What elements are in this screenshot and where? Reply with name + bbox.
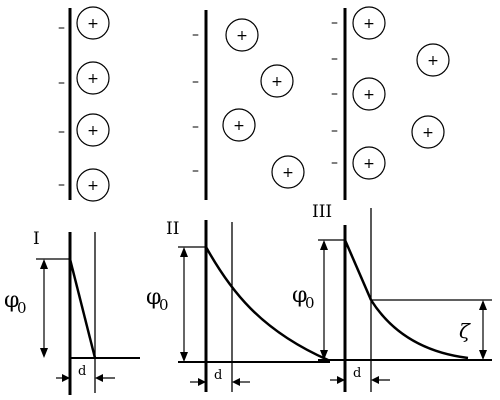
- panel-3-cation-2: [352, 77, 386, 111]
- panel-2-plus-3: +: [233, 118, 245, 134]
- panel-2-d-arrowhead-left: [198, 378, 206, 386]
- panel-2-phi-label: φ: [146, 285, 161, 310]
- panel-1-cation-1: [76, 6, 110, 40]
- panel-2-minus-2: –: [192, 74, 199, 90]
- panel-1-ion-layer: – – – – + + + +: [58, 6, 110, 202]
- panel-3-d-label: d: [353, 366, 361, 381]
- panel-1-d-label: d: [78, 364, 86, 379]
- panel-3-cation-4: [416, 43, 450, 77]
- panel-1-minus-3: –: [58, 124, 65, 140]
- panel-3-minus-3: –: [331, 86, 338, 102]
- panel-1-cation-3: [76, 113, 110, 147]
- panel-3-cation-3: [352, 146, 386, 180]
- panel-3-minus-4: –: [331, 123, 338, 139]
- panel-2-ion-layer: – – – – + + + +: [192, 10, 305, 200]
- panel-2-phi0-arrowhead-top: [180, 247, 188, 257]
- panel-1-cation-4: [76, 168, 110, 202]
- panel-3-cation-5: [411, 115, 445, 149]
- panel-2-plus-1: +: [236, 28, 248, 44]
- panel-1-minus-1: –: [58, 20, 65, 36]
- panel-1-minus-2: –: [58, 75, 65, 91]
- panel-3-phi-subscript: 0: [305, 294, 315, 312]
- panel-1-phi0-arrowhead-bottom: [40, 348, 48, 358]
- panel-1-cation-2: [76, 61, 110, 95]
- panel-2-cation-3: [222, 108, 256, 142]
- panel-3-plus-2: +: [363, 87, 375, 103]
- panel-3-zeta-label: ζ: [459, 319, 471, 343]
- panel-3-minus-2: –: [331, 51, 338, 67]
- panel-1-potential-graph: I φ 0 d: [4, 229, 140, 395]
- panel-1-phi-subscript: 0: [17, 299, 27, 317]
- panel-2-minus-4: –: [192, 163, 199, 179]
- panel-3-plus-3: +: [363, 156, 375, 172]
- panel-3-potential-curve-inner: [343, 239, 373, 301]
- panel-2-potential-graph: II φ 0 d: [146, 219, 330, 392]
- panel-3-zeta-arrowhead-bottom: [479, 350, 487, 360]
- panel-3-potential-graph: III φ 0 ζ d: [292, 202, 492, 392]
- panel-1-d-arrowhead-left: [62, 374, 70, 382]
- panel-2-cation-1: [225, 18, 259, 52]
- panel-3-zeta-arrowhead-top: [479, 300, 487, 310]
- panel-2-plus-2: +: [271, 74, 283, 90]
- panel-1-phi0-arrowhead-top: [40, 259, 48, 269]
- panel-1-plus-4: +: [87, 178, 99, 194]
- panel-3-ion-layer: – – – – – + + + + +: [331, 6, 450, 200]
- panel-3-d-arrowhead-left: [337, 376, 345, 384]
- panel-2-plus-4: +: [282, 165, 294, 181]
- panel-2-d-label: d: [214, 368, 222, 383]
- panel-1-phi-label: φ: [4, 288, 19, 313]
- panel-2-minus-1: –: [192, 27, 199, 43]
- panel-1-minus-4: –: [58, 177, 65, 193]
- panel-1-plus-1: +: [87, 16, 99, 32]
- panel-3-label: III: [312, 202, 332, 222]
- panel-3-minus-5: –: [331, 155, 338, 171]
- panel-3-phi-label: φ: [292, 283, 307, 308]
- panel-3-minus-1: –: [331, 15, 338, 31]
- panel-2-cation-2: [260, 64, 294, 98]
- panel-3-plus-4: +: [427, 53, 439, 69]
- panel-3-phi0-arrowhead-bottom: [320, 350, 328, 360]
- panel-3-plus-5: +: [422, 125, 434, 141]
- panel-2-phi-subscript: 0: [159, 296, 169, 314]
- panel-3-plus-1: +: [363, 16, 375, 32]
- panel-3-phi0-arrowhead-top: [320, 240, 328, 250]
- panel-1-plus-3: +: [87, 123, 99, 139]
- panel-2-d-arrowhead-right: [232, 378, 240, 386]
- panel-2-phi0-arrowhead-bottom: [180, 352, 188, 362]
- panel-3-potential-curve-outer: [369, 299, 469, 360]
- panel-2-label: II: [166, 219, 179, 239]
- panel-3-cation-1: [352, 6, 386, 40]
- panel-1-label: I: [33, 229, 40, 249]
- panel-1-plus-2: +: [87, 71, 99, 87]
- panel-2-cation-4: [271, 155, 305, 189]
- panel-1-d-arrowhead-right: [95, 374, 103, 382]
- panel-3-d-arrowhead-right: [371, 376, 379, 384]
- panel-2-potential-curve: [204, 246, 329, 362]
- panel-1-potential-curve: [68, 258, 97, 359]
- panel-2-minus-3: –: [192, 119, 199, 135]
